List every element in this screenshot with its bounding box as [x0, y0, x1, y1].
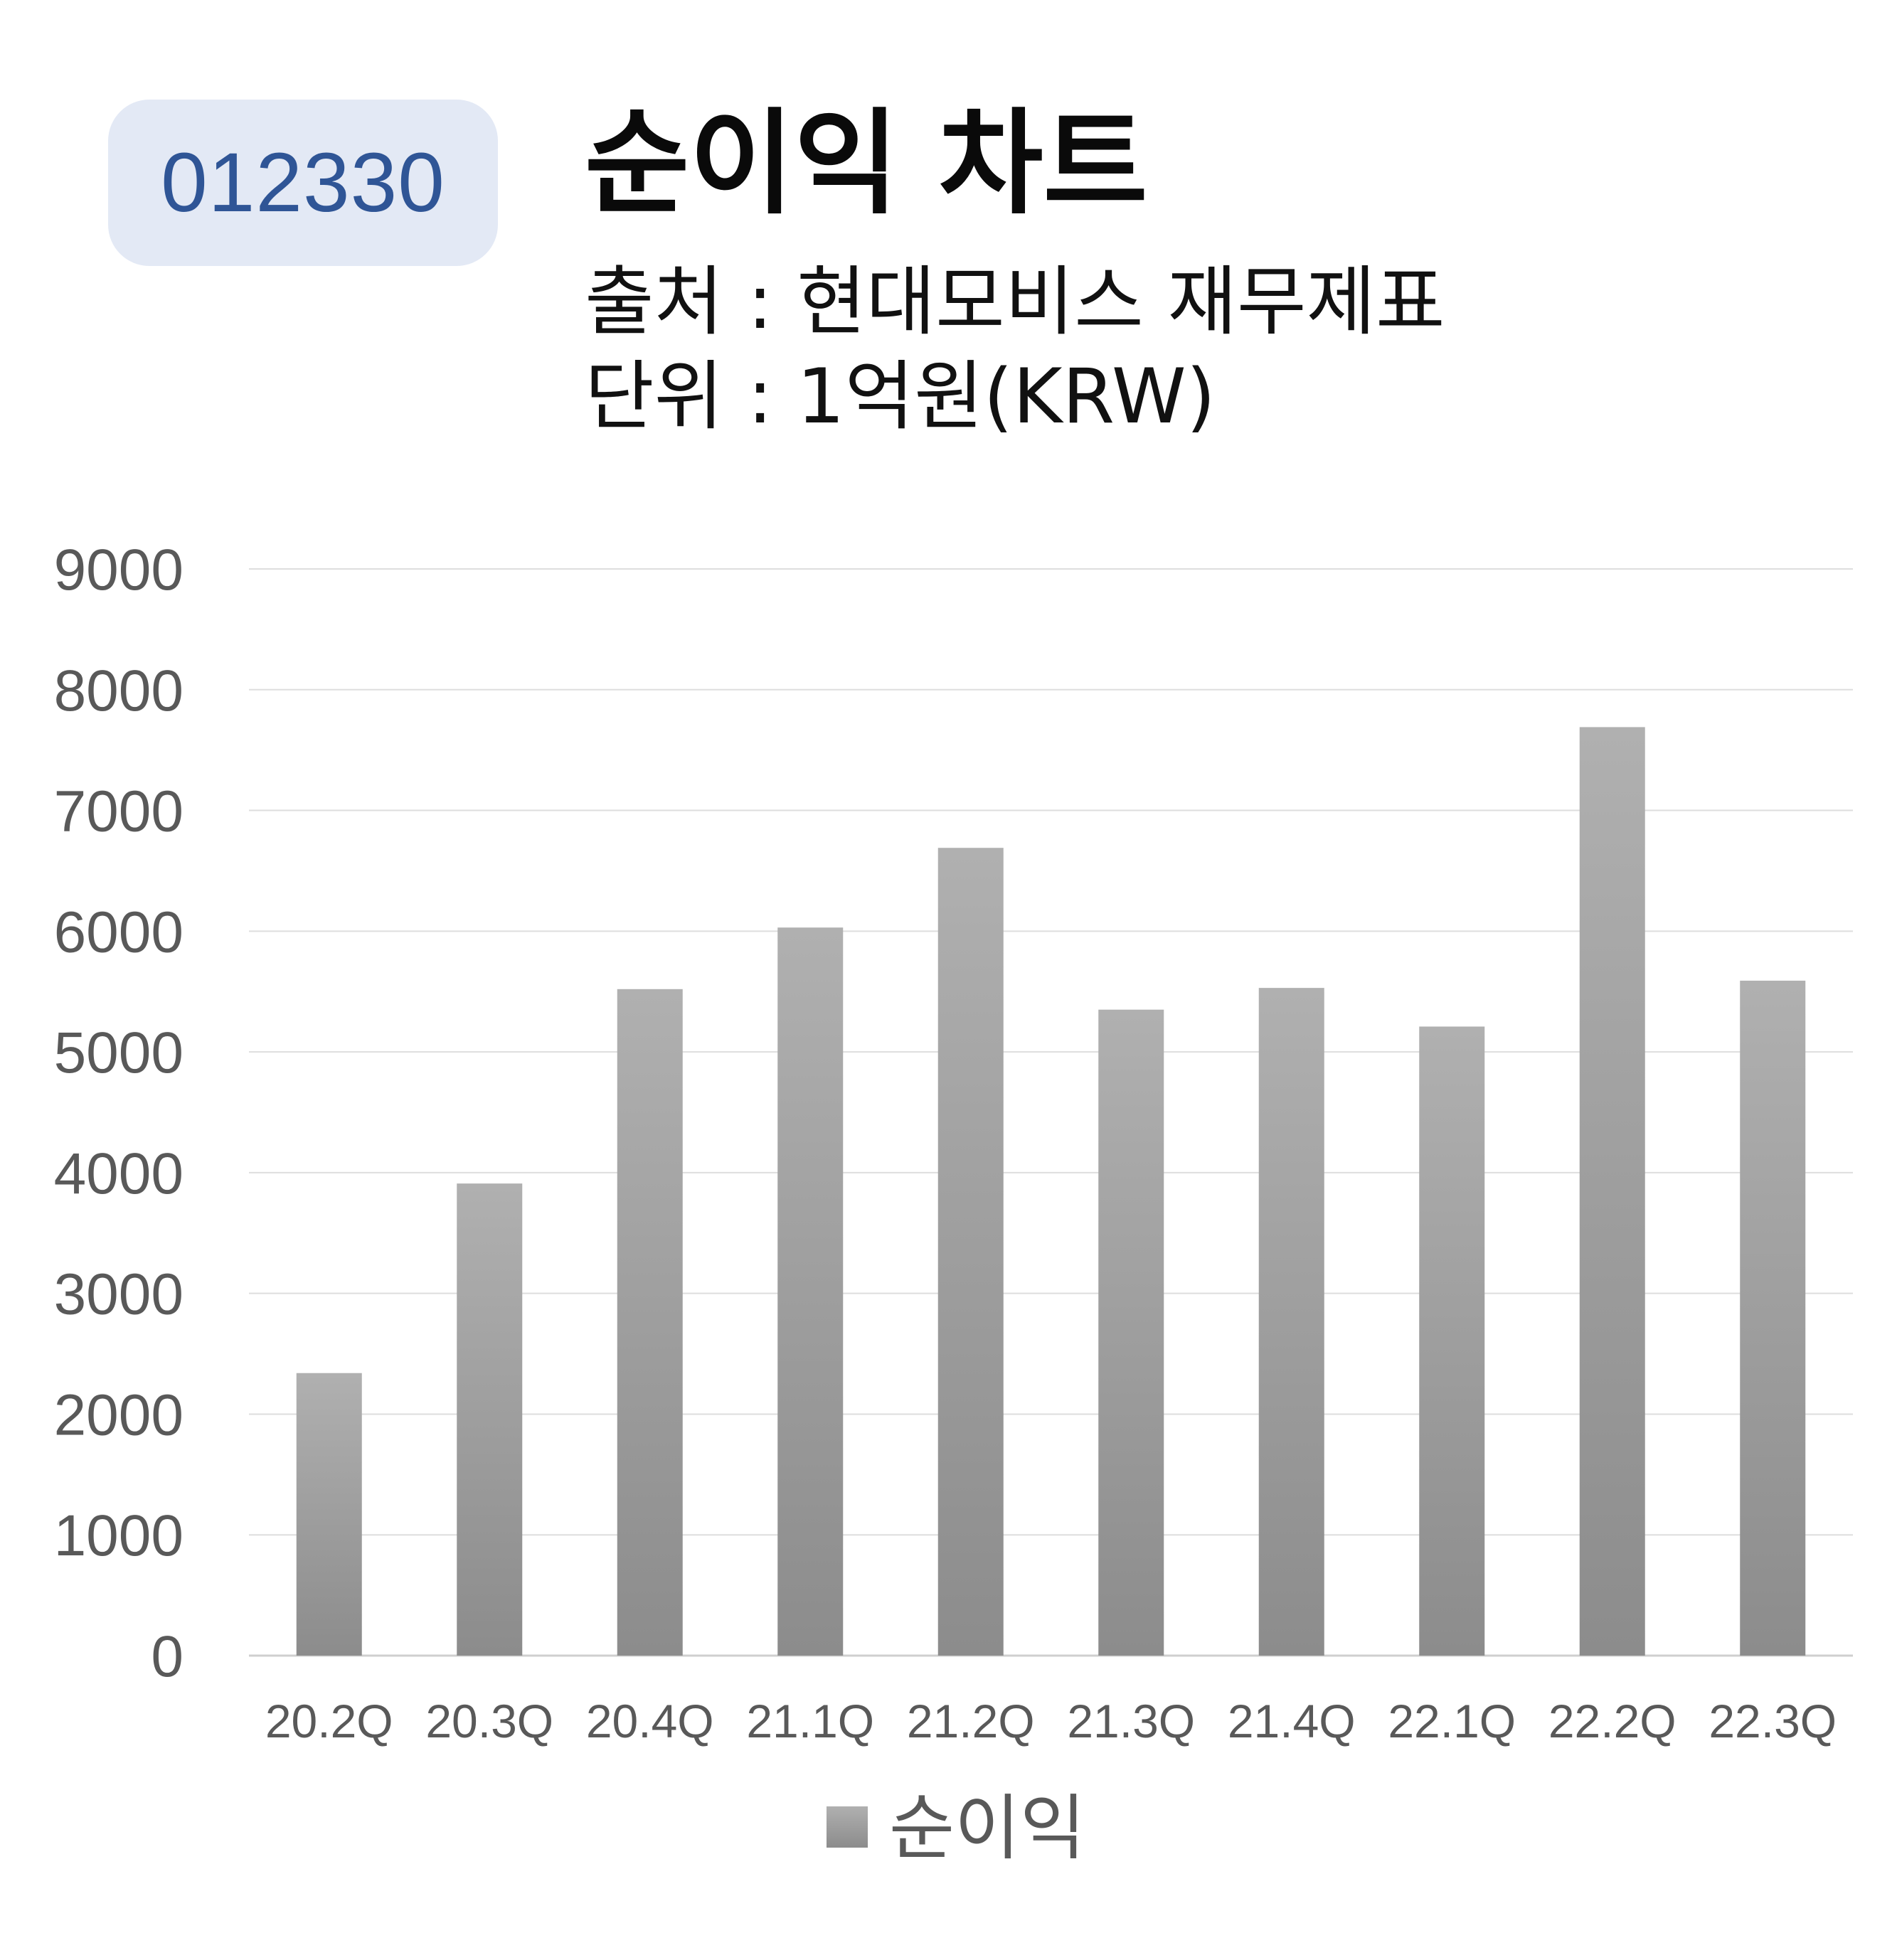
- x-tick-label: 22.3Q: [1709, 1695, 1837, 1747]
- bar: [457, 1183, 523, 1656]
- bar: [1740, 980, 1806, 1656]
- legend: 순이익: [827, 1786, 1085, 1870]
- x-tick-label: 22.1Q: [1388, 1695, 1516, 1747]
- legend-label: 순이익: [889, 1786, 1085, 1870]
- bar: [617, 989, 683, 1656]
- x-tick-label: 21.1Q: [746, 1695, 874, 1747]
- y-tick-label: 2000: [54, 1383, 184, 1447]
- x-tick-label: 20.4Q: [586, 1695, 714, 1747]
- y-tick-label: 0: [151, 1624, 184, 1689]
- x-tick-label: 20.2Q: [265, 1695, 393, 1747]
- y-tick-label: 5000: [54, 1021, 184, 1085]
- y-tick-label: 8000: [54, 659, 184, 723]
- ticker-badge: 012330: [108, 100, 498, 266]
- y-tick-label: 1000: [54, 1503, 184, 1568]
- bar: [1098, 1009, 1164, 1656]
- x-tick-label: 22.2Q: [1548, 1695, 1677, 1747]
- bar: [1258, 988, 1324, 1656]
- bar: [777, 927, 844, 1656]
- y-tick-label: 7000: [54, 779, 184, 844]
- x-tick-label: 21.2Q: [907, 1695, 1035, 1747]
- y-tick-label: 4000: [54, 1141, 184, 1206]
- bar: [296, 1373, 362, 1656]
- legend-swatch: [827, 1806, 868, 1848]
- x-axis-ticks: 20.2Q 20.3Q 20.4Q 21.1Q 21.2Q 21.3Q 21.4Q 22.1Q…: [265, 1695, 1837, 1747]
- bar: [1579, 727, 1645, 1656]
- y-tick-label: 6000: [54, 900, 184, 964]
- ticker-code: 012330: [161, 136, 445, 230]
- x-tick-label: 21.4Q: [1228, 1695, 1356, 1747]
- unit-note: 단위 : 1억원(KRW): [585, 353, 1216, 440]
- x-tick-label: 21.3Q: [1067, 1695, 1195, 1747]
- bar: [1419, 1026, 1485, 1656]
- bars: [296, 727, 1806, 1656]
- y-tick-label: 3000: [54, 1262, 184, 1327]
- x-tick-label: 20.3Q: [425, 1695, 553, 1747]
- y-axis-ticks: 0 1000 2000 3000 4000 5000 6000 7000 8000 9000: [54, 538, 184, 1689]
- y-tick-label: 9000: [54, 538, 184, 602]
- bar: [937, 848, 1004, 1656]
- source-note: 출처 : 현대모비스 재무제표: [585, 258, 1445, 346]
- chart-title: 순이익 차트: [585, 97, 1148, 230]
